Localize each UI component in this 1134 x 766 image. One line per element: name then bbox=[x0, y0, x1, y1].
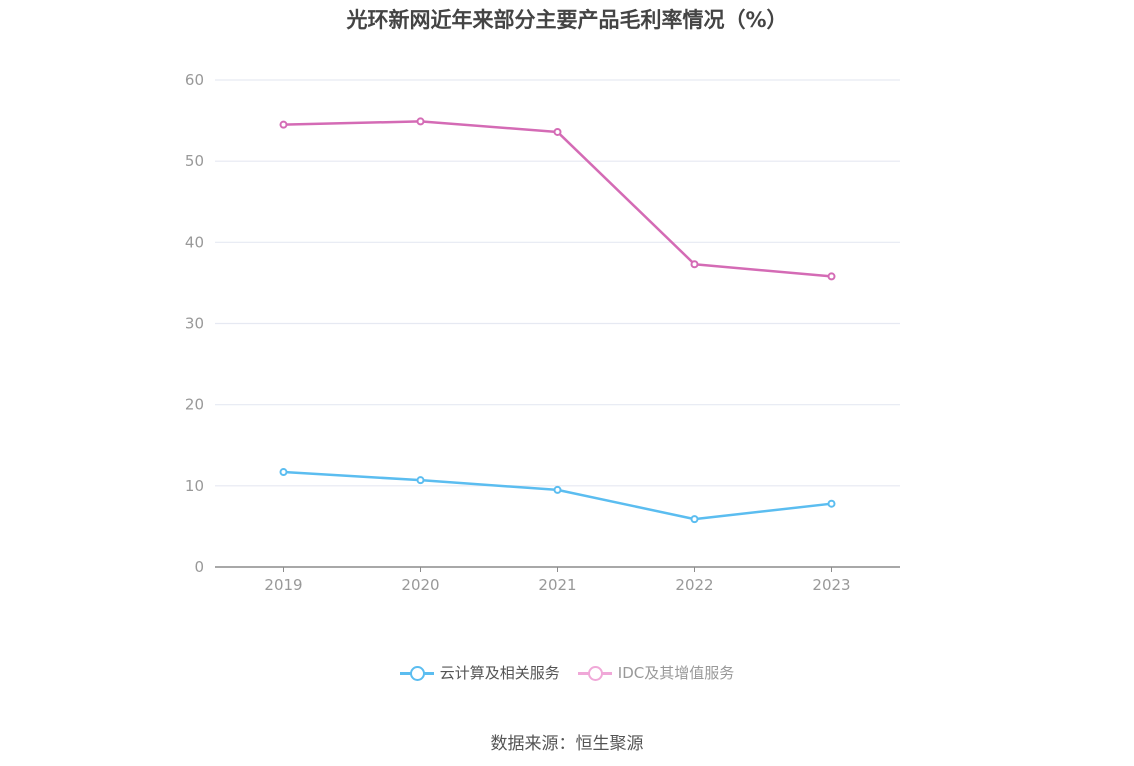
chart-title: 光环新网近年来部分主要产品毛利率情况（%） bbox=[346, 8, 788, 32]
legend: 云计算及相关服务 IDC及其增值服务 bbox=[0, 662, 1134, 683]
data-point-2 bbox=[553, 127, 562, 136]
data-point-1 bbox=[416, 476, 425, 485]
y-tick-label: 10 bbox=[185, 477, 204, 495]
y-tick-label: 30 bbox=[185, 315, 204, 333]
series-line-1 bbox=[283, 470, 832, 521]
x-tick-label: 2021 bbox=[538, 576, 576, 594]
grid-lines bbox=[215, 79, 900, 487]
legend-swatch-idc-icon bbox=[577, 664, 612, 682]
legend-label-cloud: 云计算及相关服务 bbox=[439, 664, 560, 682]
legend-item-cloud[interactable]: 云计算及相关服务 bbox=[399, 662, 560, 683]
data-point-1 bbox=[279, 468, 288, 477]
data-point-1 bbox=[690, 515, 699, 524]
data-point-1 bbox=[827, 499, 836, 508]
y-tick-label: 20 bbox=[185, 396, 204, 414]
line-chart: 0 10 20 30 40 50 60 2019 2020 2021 2022 2023 bbox=[185, 71, 900, 594]
x-tick-label: 2020 bbox=[401, 576, 439, 594]
legend-label-idc: IDC及其增值服务 bbox=[617, 664, 735, 682]
legend-swatch-cloud-icon bbox=[399, 664, 434, 682]
data-source: 数据来源：恒生聚源 bbox=[490, 734, 644, 754]
y-tick-label: 40 bbox=[185, 233, 204, 251]
data-point-2 bbox=[416, 117, 425, 126]
y-tick-label: 0 bbox=[194, 558, 204, 576]
series-lines bbox=[279, 117, 836, 524]
y-tick-label: 50 bbox=[185, 152, 204, 170]
axes: 0 10 20 30 40 50 60 2019 2020 2021 2022 2023 bbox=[185, 71, 900, 594]
data-point-2 bbox=[827, 272, 836, 281]
data-point-2 bbox=[690, 260, 699, 269]
legend-item-idc[interactable]: IDC及其增值服务 bbox=[577, 662, 735, 683]
x-tick-label: 2019 bbox=[264, 576, 302, 594]
y-tick-label: 60 bbox=[185, 71, 204, 89]
x-tick-label: 2023 bbox=[812, 576, 850, 594]
series-line-2 bbox=[283, 120, 832, 278]
data-point-1 bbox=[553, 485, 562, 494]
data-point-2 bbox=[279, 120, 288, 129]
x-tick-label: 2022 bbox=[675, 576, 713, 594]
